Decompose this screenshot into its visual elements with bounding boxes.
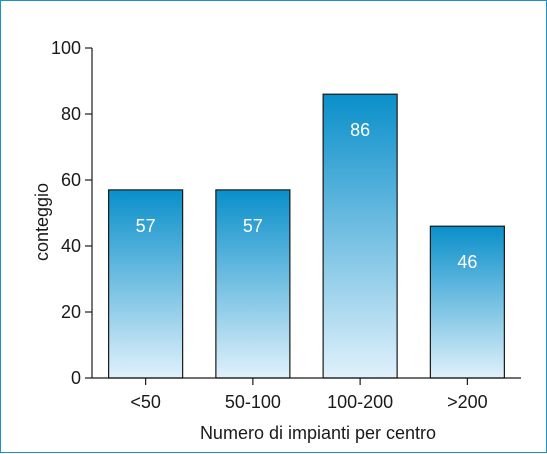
bar [108,189,184,379]
y-tick-label: 60 [61,170,81,190]
y-tick-label: 20 [61,302,81,322]
bar-value-label: 46 [457,252,477,272]
x-tick-label: 50-100 [225,392,281,412]
bar-value-label: 86 [350,120,370,140]
bar [322,93,398,379]
y-tick-label: 100 [51,38,81,58]
bar [429,225,505,379]
y-ticks-group: 0 20 40 60 80 100 [51,38,92,388]
bar-value-label: 57 [136,216,156,236]
x-tick-label: <50 [130,392,161,412]
bars-group [108,93,505,379]
bar-labels-group: 57 57 86 46 [136,120,478,272]
y-tick-label: 40 [61,236,81,256]
x-tick-label: 100-200 [327,392,393,412]
y-axis-title: conteggio [32,183,52,261]
bar [215,189,291,379]
y-tick-label: 0 [71,368,81,388]
x-tick-label: >200 [447,392,488,412]
bar-value-label: 57 [243,216,263,236]
y-tick-label: 80 [61,104,81,124]
x-ticks-group: <50 50-100 100-200 >200 [130,378,488,412]
x-axis-title: Numero di impianti per centro [200,423,436,443]
